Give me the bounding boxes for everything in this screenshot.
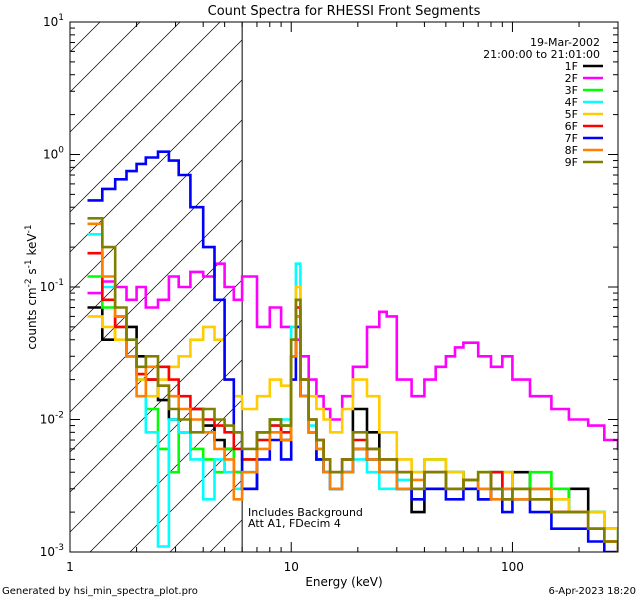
- hatch-line: [70, 39, 243, 213]
- hatch-line: [70, 359, 243, 533]
- hatch-line: [70, 199, 243, 373]
- y-tick-label: 10-1: [40, 278, 64, 294]
- x-axis-label: Energy (keV): [305, 575, 382, 589]
- hatched-region: [0, 0, 640, 552]
- footer-timestamp: 6-Apr-2023 18:20: [549, 586, 636, 597]
- legend-label-5f: 5F: [565, 108, 578, 121]
- y-axis-label: counts cm-2 s-1 keV-1: [24, 224, 39, 349]
- hatch-line: [70, 22, 141, 93]
- hatch-line: [89, 399, 243, 552]
- chart-title: Count Spectra for RHESSI Front Segments: [208, 4, 481, 19]
- hatch-line: [610, 0, 640, 552]
- legend-label-4f: 4F: [565, 96, 578, 109]
- y-tick-label: 100: [43, 146, 64, 162]
- hatch-line: [70, 22, 101, 53]
- legend-label-7f: 7F: [565, 132, 578, 145]
- footer-generated: Generated by hsi_min_spectra_plot.pro: [2, 586, 198, 597]
- x-tick-label: 100: [501, 560, 524, 574]
- hatch-line: [410, 0, 640, 552]
- hatch-line: [330, 0, 640, 552]
- time-label: 21:00:00 to 21:01:00: [483, 48, 600, 61]
- hatch-line: [70, 159, 243, 333]
- x-axis: 1 10 100: [66, 22, 619, 574]
- hatch-line: [530, 0, 640, 552]
- hatch-line: [70, 79, 243, 253]
- x-tick-label: 1: [66, 560, 74, 574]
- series-line-2f: [87, 262, 618, 451]
- legend-label-1f: 1F: [565, 60, 578, 73]
- hatch-line: [0, 0, 150, 552]
- series-line-9f: [87, 217, 618, 552]
- hatch-line: [70, 279, 243, 453]
- legend-label-9f: 9F: [565, 156, 578, 169]
- y-axis: 10-3 10-2 10-1 100 101: [40, 13, 618, 559]
- hatch-line: [70, 119, 243, 293]
- hatch-line: [70, 319, 243, 493]
- legend-label-8f: 8F: [565, 144, 578, 157]
- y-tick-label: 101: [43, 13, 64, 29]
- hatch-line: [450, 0, 640, 552]
- annotation-attenuator: Att A1, FDecim 4: [248, 517, 341, 530]
- legend-label-2f: 2F: [565, 72, 578, 85]
- annotation-background: Includes Background: [248, 506, 363, 519]
- legend-label-6f: 6F: [565, 120, 578, 133]
- date-label: 19-Mar-2002: [530, 36, 600, 49]
- y-tick-label: 10-2: [40, 411, 64, 427]
- series-group: [87, 150, 618, 552]
- x-tick-label: 10: [284, 560, 299, 574]
- hatch-line: [570, 0, 640, 552]
- legend-label-3f: 3F: [565, 84, 578, 97]
- y-tick-label: 10-3: [40, 543, 64, 559]
